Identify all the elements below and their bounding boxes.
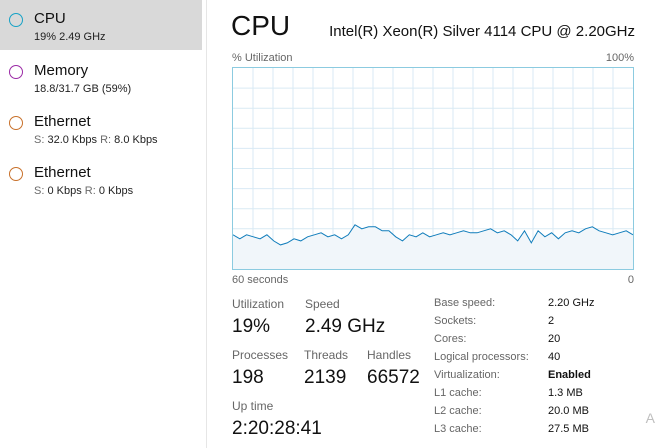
l1-cache-value: 1.3 MB: [548, 387, 583, 399]
sidebar-item-title: Memory: [34, 62, 89, 79]
pane-divider: [206, 0, 207, 448]
logical-processors-value: 40: [548, 351, 561, 363]
l3-cache-value: 27.5 MB: [548, 423, 589, 435]
memory-ring-icon: [9, 65, 23, 79]
cpu-ring-icon: [9, 13, 23, 27]
sidebar-item-title: Ethernet: [34, 164, 91, 181]
handles-value: 66572: [367, 367, 420, 388]
logical-processors-label: Logical processors:: [434, 351, 529, 363]
speed-value: 2.49 GHz: [305, 316, 386, 337]
speed-label: Speed: [305, 297, 340, 311]
sidebar-item-title: CPU: [34, 10, 66, 27]
uptime-label: Up time: [232, 399, 274, 413]
uptime-value: 2:20:28:41: [232, 418, 322, 439]
utilization-value: 19%: [232, 316, 271, 337]
ethernet-ring-icon: [9, 116, 23, 130]
processes-label: Processes: [232, 348, 289, 362]
cpu-model-name: Intel(R) Xeon(R) Silver 4114 CPU @ 2.20G…: [329, 23, 635, 40]
cores-value: 20: [548, 333, 561, 345]
sidebar-item-subtitle: 19% 2.49 GHz: [34, 31, 106, 43]
cpu-utilization-graph: [232, 67, 634, 270]
page-title: CPU: [231, 10, 291, 41]
l3-cache-label: L3 cache:: [434, 423, 482, 435]
send-label: S:: [34, 185, 45, 197]
receive-label: R:: [100, 134, 112, 146]
sidebar-item-ethernet-2[interactable]: Ethernet S: 0 Kbps R: 0 Kbps: [0, 154, 202, 204]
sidebar-item-subtitle: 18.8/31.7 GB (59%): [34, 83, 132, 95]
sidebar: CPU 19% 2.49 GHz Memory 18.8/31.7 GB (59…: [0, 0, 204, 448]
graph-x-right-label: 0: [627, 274, 634, 286]
receive-value: 0 Kbps: [98, 185, 134, 197]
utilization-line: [233, 224, 633, 246]
graph-y-label: % Utilization: [232, 52, 293, 64]
l2-cache-label: L2 cache:: [434, 405, 482, 417]
sidebar-item-cpu[interactable]: CPU 19% 2.49 GHz: [0, 0, 202, 50]
utilization-area: [233, 224, 633, 269]
sidebar-item-ethernet-1[interactable]: Ethernet S: 32.0 Kbps R: 8.0 Kbps: [0, 103, 202, 153]
l1-cache-label: L1 cache:: [434, 387, 482, 399]
utilization-chart: [233, 68, 633, 269]
sockets-value: 2: [548, 315, 555, 327]
sidebar-item-subtitle: S: 0 Kbps R: 0 Kbps: [34, 185, 133, 197]
ethernet-ring-icon: [9, 167, 23, 181]
base-speed-value: 2.20 GHz: [548, 297, 595, 309]
threads-label: Threads: [304, 348, 349, 362]
virtualization-value: Enabled: [548, 369, 591, 381]
base-speed-label: Base speed:: [434, 297, 496, 309]
utilization-label: Utilization: [232, 297, 285, 311]
l2-cache-value: 20.0 MB: [548, 405, 589, 417]
sidebar-item-subtitle: S: 32.0 Kbps R: 8.0 Kbps: [34, 134, 158, 146]
sidebar-item-memory[interactable]: Memory 18.8/31.7 GB (59%): [0, 52, 202, 102]
send-value: 32.0 Kbps: [47, 134, 98, 146]
sockets-label: Sockets:: [434, 315, 477, 327]
send-value: 0 Kbps: [47, 185, 82, 197]
virtualization-label: Virtualization:: [434, 369, 500, 381]
processes-value: 198: [232, 367, 264, 388]
threads-value: 2139: [304, 367, 347, 388]
receive-value: 8.0 Kbps: [114, 134, 158, 146]
send-label: S:: [34, 134, 45, 146]
graph-x-left-label: 60 seconds: [232, 274, 289, 286]
receive-label: R:: [84, 185, 96, 197]
sidebar-item-title: Ethernet: [34, 113, 91, 130]
edge-text-fragment: A: [645, 410, 655, 426]
handles-label: Handles: [367, 348, 412, 362]
graph-y-max-label: 100%: [605, 52, 634, 64]
cores-label: Cores:: [434, 333, 467, 345]
